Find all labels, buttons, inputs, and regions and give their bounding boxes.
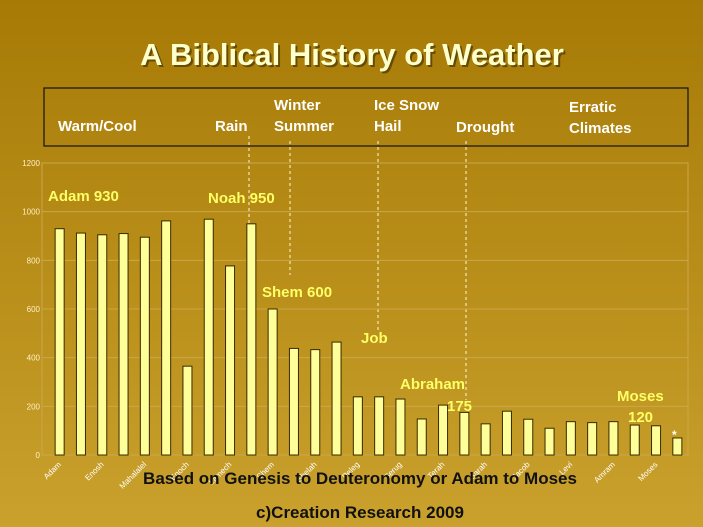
annotation: *: [672, 428, 677, 442]
bar: [203, 218, 214, 456]
bar: [416, 418, 427, 456]
annotation: Noah 950: [208, 190, 275, 207]
plot-frame: [41, 162, 689, 456]
annotation: 120: [628, 409, 653, 426]
header-box: [43, 87, 689, 147]
bar: [54, 228, 65, 456]
bar: [629, 424, 640, 456]
footer-text: Based on Genesis to Deuteronomy or Adam …: [143, 469, 577, 488]
header-label: Erratic: [569, 99, 617, 116]
bar: [331, 341, 342, 456]
bar: [587, 422, 598, 456]
bar: [182, 365, 193, 456]
bar: [395, 398, 406, 456]
annotation: Job: [361, 330, 388, 347]
y-tick-label: 0: [36, 451, 41, 460]
header-label: Summer: [274, 118, 334, 135]
bar: [97, 234, 108, 456]
annotation: Shem 600: [262, 284, 332, 301]
bar: [438, 404, 449, 456]
bar: [480, 423, 491, 456]
header-label: Drought: [456, 119, 514, 136]
bar: [672, 437, 683, 456]
header-label: Hail: [374, 118, 402, 135]
bar: [501, 410, 512, 456]
chart-title: A Biblical History of Weather: [140, 37, 564, 72]
y-tick-label: 200: [27, 402, 41, 411]
header-label: Winter: [274, 97, 321, 114]
header-label: Warm/Cool: [58, 118, 137, 135]
bar: [523, 418, 534, 456]
bar: [608, 421, 619, 456]
bar: [310, 349, 321, 456]
annotation: 175: [447, 398, 472, 415]
bar: [246, 223, 257, 456]
bar: [352, 396, 363, 456]
header-label: Ice Snow: [374, 97, 439, 114]
bar: [161, 220, 172, 456]
y-tick-label: 1200: [22, 159, 40, 168]
y-tick-label: 1000: [22, 208, 40, 217]
header-label: Rain: [215, 118, 248, 135]
y-tick-label: 600: [27, 305, 41, 314]
annotation: Adam 930: [48, 188, 119, 205]
y-tick-label: 800: [27, 256, 41, 265]
footer-text: c)Creation Research 2009: [256, 503, 464, 522]
bar: [225, 265, 236, 456]
bar: [565, 421, 576, 456]
bar: [374, 396, 385, 456]
connectors: [248, 136, 467, 400]
bar: [544, 427, 555, 456]
bar: [288, 347, 299, 456]
bar: [139, 236, 150, 456]
bar: [267, 308, 278, 456]
annotation: Moses: [617, 388, 664, 405]
y-tick-label: 400: [27, 354, 41, 363]
header-label: Climates: [569, 120, 632, 137]
bar: [651, 425, 662, 456]
annotation: Abraham: [400, 376, 465, 393]
bar: [75, 232, 86, 456]
title-shadow: A Biblical History of Weather: [142, 39, 566, 74]
bar: [118, 233, 129, 456]
bar: [459, 411, 470, 456]
